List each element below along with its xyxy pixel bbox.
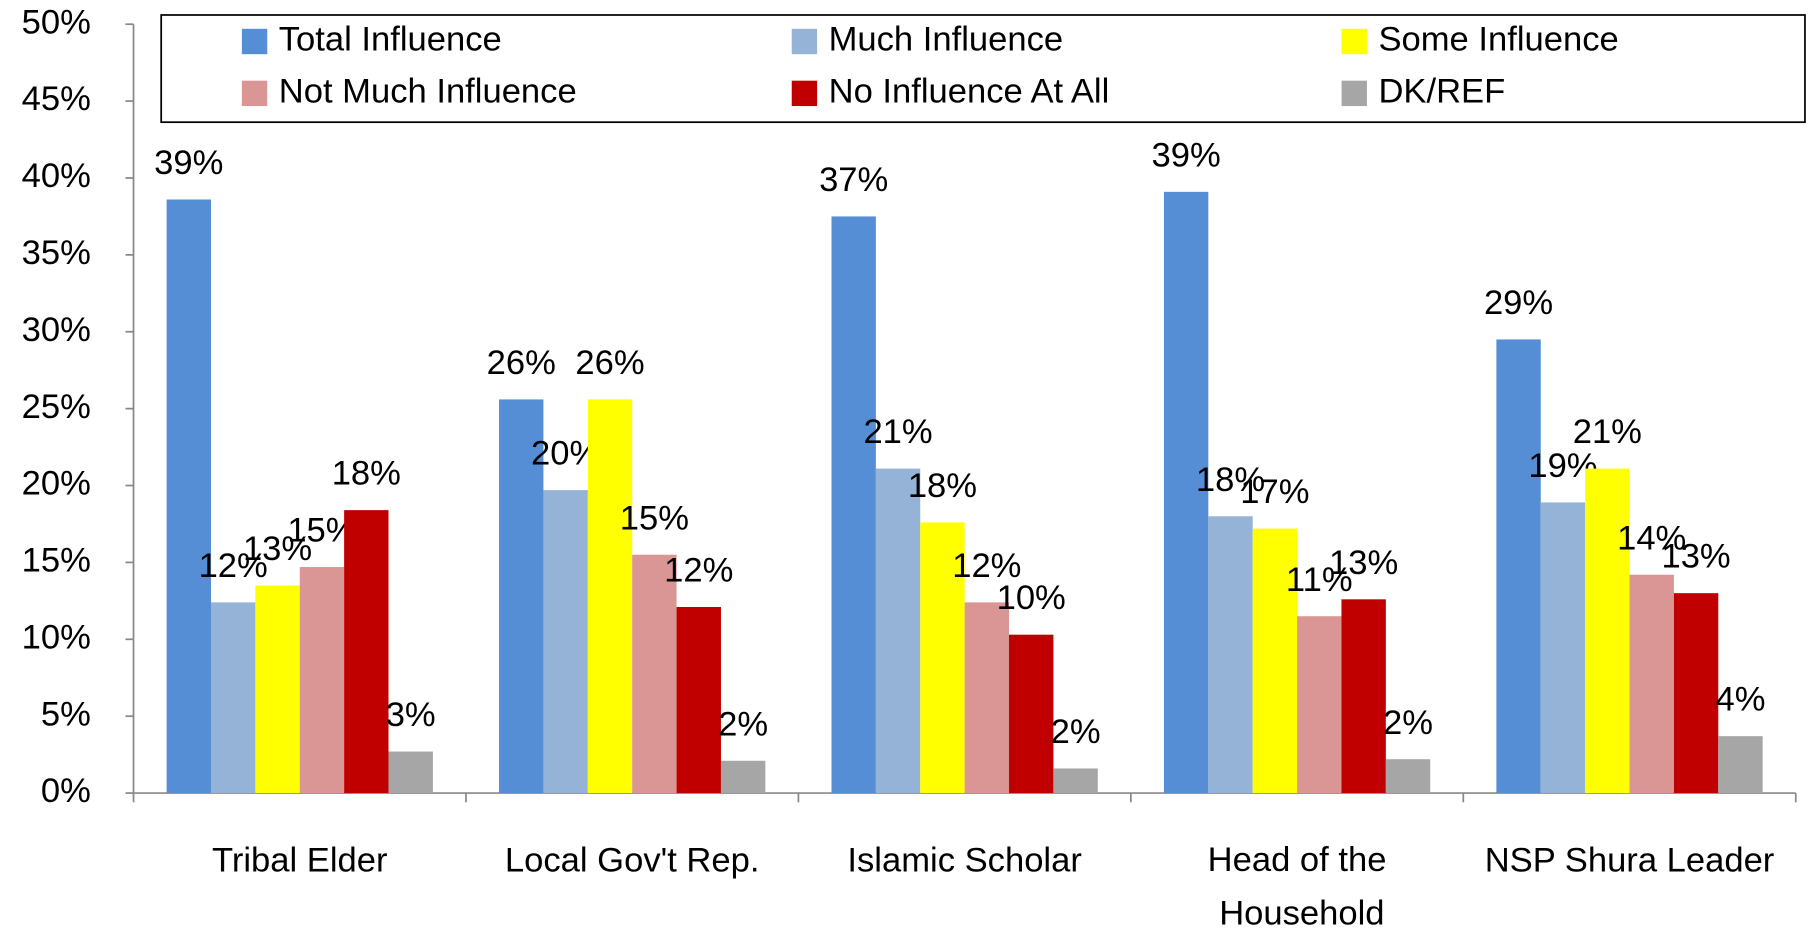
value-label: 12% [952,547,1021,585]
y-tick-label: 15% [22,542,91,580]
bar [166,199,211,794]
value-label: 18% [908,467,977,505]
legend-label: Some Influence [1378,21,1618,59]
bar [499,399,544,794]
x-tick-label: Tribal Elder [212,841,388,879]
value-label: 37% [819,161,888,199]
bar [1718,736,1763,794]
value-label: 21% [863,413,932,451]
bar [964,602,1010,794]
value-label: 13% [1661,538,1730,576]
y-tick-label: 0% [41,772,91,810]
legend-swatch [1341,80,1367,107]
bar [1585,468,1630,794]
legend-label: Not Much Influence [279,73,577,111]
bar [1208,516,1253,794]
y-tick-label: 10% [22,618,91,656]
bar [632,554,677,794]
legend-label: DK/REF [1378,73,1505,111]
y-tick-label: 35% [22,234,91,272]
legend-swatch [791,80,818,107]
bar [1297,616,1342,794]
value-label: 14% [1617,519,1686,557]
value-label: 18% [1196,461,1265,499]
legend-swatch [1341,28,1367,55]
legend-swatch [791,28,818,55]
legend-swatch [241,80,268,107]
x-tick-label: Head of the Household [1208,841,1387,932]
value-label: 26% [575,344,644,382]
value-label: 29% [1484,284,1553,322]
value-label: 2% [1383,704,1433,742]
value-label: 17% [1240,473,1309,511]
bar [388,751,433,794]
x-tick-label: NSP Shura Leader [1485,841,1775,879]
bar [1053,768,1098,794]
legend-label: No Influence At All [829,73,1110,111]
bar [875,468,921,794]
value-label: 13% [243,530,312,568]
bar [1252,528,1298,794]
value-label: 15% [620,499,689,537]
x-tick-label: Islamic Scholar [847,841,1081,879]
bar [920,522,965,794]
value-label: 39% [1152,136,1221,174]
bar [1341,599,1386,794]
value-label: 3% [386,696,436,734]
value-label: 12% [199,547,268,585]
value-label: 26% [487,344,556,382]
y-tick-label: 20% [22,465,91,503]
legend-label: Total Influence [279,21,502,59]
y-tick-label: 25% [22,388,91,426]
bar [676,607,721,794]
value-label: 2% [1051,713,1101,751]
value-label: 39% [154,144,223,182]
value-label: 2% [718,705,768,743]
bar [1009,634,1054,794]
value-label: 12% [664,552,733,590]
bar [210,602,256,794]
bar [1163,191,1209,794]
bar [299,567,345,794]
value-label: 10% [997,579,1066,617]
value-label: 4% [1715,681,1765,719]
bar [720,760,766,794]
bar [1673,593,1719,794]
y-tick-label: 40% [22,157,91,195]
bar [344,510,389,794]
bar [1496,339,1541,794]
legend-label: Much Influence [829,21,1063,59]
bar [831,216,876,794]
bar [543,490,588,794]
legend-swatch [241,28,268,55]
legend-box [160,14,1806,124]
y-tick-label: 50% [22,3,91,41]
y-tick-label: 45% [22,80,91,118]
value-label: 21% [1573,413,1642,451]
bar [255,585,300,794]
y-tick-label: 5% [41,695,91,733]
y-tick-label: 30% [22,311,91,349]
value-label: 11% [1286,561,1353,599]
value-label: 18% [332,455,401,493]
bar [1385,759,1431,794]
bar [587,399,633,794]
x-tick-label: Local Gov't Rep. [505,841,760,879]
value-label: 13% [1329,544,1398,582]
bar [1540,502,1586,794]
bar [1629,574,1674,794]
